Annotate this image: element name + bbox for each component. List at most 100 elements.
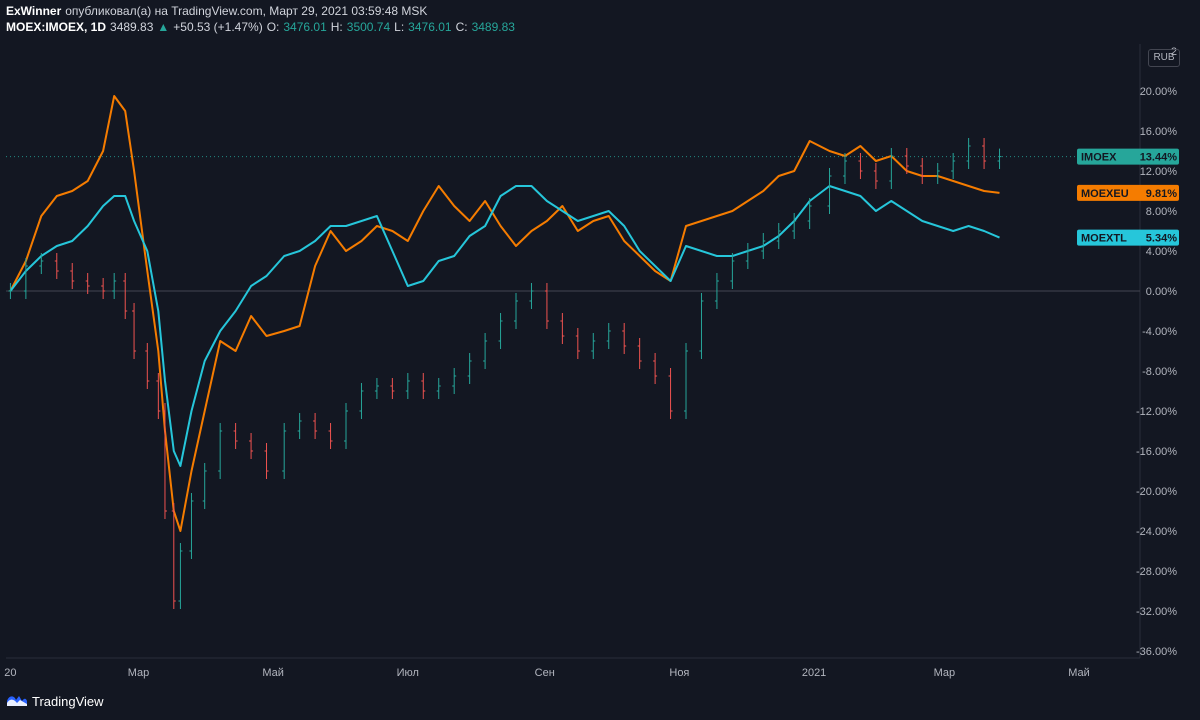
close-value: 3489.83 [471,20,515,34]
ohlc-bar [622,323,627,354]
ohlc-bar [162,403,167,519]
badge-value: 9.81% [1146,188,1177,200]
ohlc-bar [171,503,176,609]
ohlc-bar [54,253,59,279]
y-tick-label: -16.00% [1136,446,1177,458]
ohlc-bar [873,163,878,189]
ohlc-bar [699,293,704,359]
ohlc-bar [920,158,925,184]
ohlc-bar [328,423,333,449]
ohlc-bar [421,373,426,399]
x-tick-label: Май [262,667,284,679]
open-label: O: [266,20,280,34]
ohlc-bar [606,323,611,349]
y-tick-label: -4.00% [1142,326,1177,338]
author-name[interactable]: ExWinner [6,4,62,18]
ohlc-bar [935,163,940,184]
ohlc-bar [101,278,106,299]
brand-name: TradingView [32,694,104,709]
ohlc-bar [807,198,812,229]
ohlc-bar [761,233,766,259]
symbol-label[interactable]: MOEX:IMOEX, 1D [6,20,107,34]
ohlc-bar [730,253,735,289]
ohlc-bar [997,148,1002,169]
ohlc-bar [776,223,781,249]
low-label: L: [394,20,405,34]
close-label: C: [455,20,468,34]
badge-value: 5.34% [1146,233,1177,245]
series-line-moexeu [9,95,1000,532]
x-tick-label: Мар [934,667,956,679]
tradingview-logo-icon [6,692,28,711]
y-tick-label: 2 [1171,46,1177,58]
ohlc-bar [297,413,302,439]
y-tick-label: 0.00% [1146,286,1177,298]
ohlc-bar [637,338,642,369]
ohlc-bar [452,368,457,394]
ohlc-bar [842,153,847,184]
last-price: 3489.83 [110,20,154,34]
ohlc-bar [282,423,287,479]
ohlc-bar [591,333,596,359]
ohlc-bar [145,343,150,389]
x-tick-label: Июл [397,667,419,679]
y-tick-label: 8.00% [1146,206,1177,218]
x-axis: 20 Мар Май Июл Сен Ноя 2021 Мар Май [4,667,1090,679]
ohlc-bar [827,168,832,214]
ohlc-bar [218,423,223,479]
ohlc-bar [85,273,90,294]
open-value: 3476.01 [283,20,327,34]
ohlc-bar [249,433,254,459]
y-tick-label: 20.00% [1140,86,1178,98]
ohlc-bar [529,283,534,309]
currency-badge[interactable]: RUB [1148,49,1180,67]
ohlc-bar [189,493,194,559]
ohlc-bar [344,403,349,449]
ohlc-bar [792,213,797,239]
ohlc-bar [202,463,207,509]
series-moextl [9,185,1000,467]
ohlc-bar [313,413,318,439]
y-tick-label: 16.00% [1140,126,1178,138]
ohlc-bar [560,313,565,344]
x-tick-label: Сен [535,667,555,679]
ohlc-bar [264,443,269,479]
ohlc-bar [858,153,863,179]
chart-header: ExWinner опубликовал(а) на TradingView.c… [6,3,515,35]
badge-imoex[interactable]: IMOEX 13.44% [1077,148,1179,165]
ohlc-bar [374,378,379,399]
ohlc-bar [483,333,488,369]
ohlc-bar [233,423,238,449]
series-imoex [8,138,1002,609]
x-tick-label: Ноя [669,667,689,679]
x-tick-label: 20 [4,667,16,679]
change-value: +50.53 (+1.47%) [173,20,263,34]
badge-name: MOEXEU [1081,188,1129,200]
ohlc-bar [39,253,44,274]
ohlc-bar [951,153,956,179]
y-axis: 2 20.00% 16.00% 12.00% 8.00% 4.00% 0.00% -4.00%… [1136,46,1177,658]
ohlc-bar [982,138,987,169]
badge-moexeu[interactable]: MOEXEU 9.81% [1077,184,1179,201]
ohlc-bar [156,373,161,419]
ohlc-bar [405,373,410,399]
ohlc-bar [575,328,580,359]
ohlc-bar [889,148,894,189]
badge-moextl[interactable]: MOEXTL 5.34% [1077,229,1179,246]
series-line-moextl [9,185,1000,467]
y-tick-label: -28.00% [1136,566,1177,578]
y-tick-label: -24.00% [1136,526,1177,538]
y-tick-label: -20.00% [1136,486,1177,498]
ohlc-bar [359,383,364,419]
high-label: H: [330,20,343,34]
footer-brand[interactable]: TradingView [6,692,104,711]
ohlc-bar [544,283,549,329]
ohlc-bar [684,343,689,419]
ohlc-bar [132,303,137,359]
ohlc-bar [8,283,13,299]
ohlc-bar [498,313,503,349]
ohlc-bar [904,148,909,174]
ohlc-bar [112,273,117,299]
